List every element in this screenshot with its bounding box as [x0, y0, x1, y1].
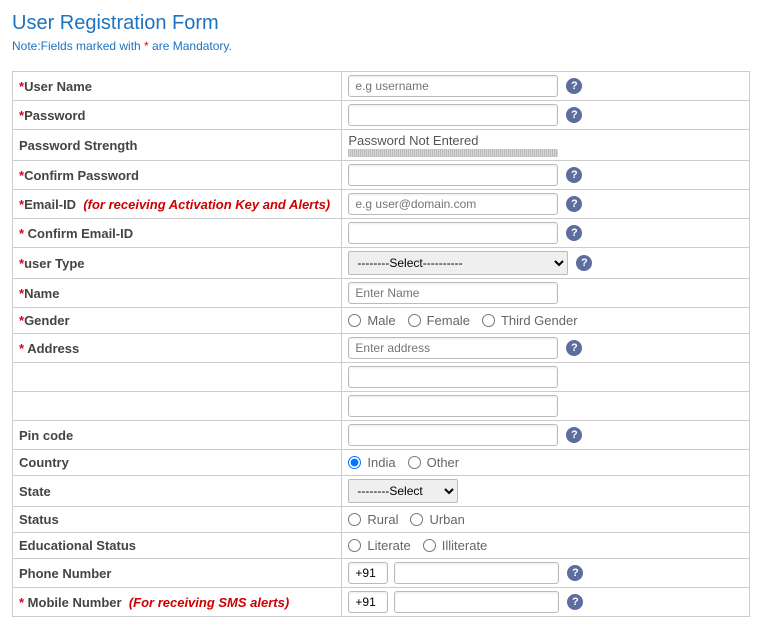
- label-gender: *Gender: [13, 308, 342, 334]
- mobile-prefix-input[interactable]: [348, 591, 388, 613]
- row-edu: Educational Status Literate Illiterate: [13, 533, 750, 559]
- row-password-strength: Password Strength Password Not Entered: [13, 130, 750, 161]
- help-icon[interactable]: ?: [576, 255, 592, 271]
- label-phone: Phone Number: [13, 559, 342, 588]
- pw-strength-bar: [348, 149, 558, 157]
- state-select[interactable]: --------Select: [348, 479, 458, 503]
- status-urban-radio[interactable]: [410, 513, 423, 526]
- edu-literate-label: Literate: [367, 538, 410, 553]
- name-input[interactable]: [348, 282, 558, 304]
- gender-male-radio[interactable]: [348, 314, 361, 327]
- row-pincode: Pin code ?: [13, 421, 750, 450]
- row-user-type: *user Type --------Select---------- ?: [13, 248, 750, 279]
- user-type-select[interactable]: --------Select----------: [348, 251, 568, 275]
- country-other-radio[interactable]: [408, 456, 421, 469]
- pincode-input[interactable]: [348, 424, 558, 446]
- edu-illiterate-radio[interactable]: [423, 539, 436, 552]
- label-pincode: Pin code: [13, 421, 342, 450]
- pw-strength-text: Password Not Entered: [348, 133, 743, 148]
- status-urban-label: Urban: [429, 512, 464, 527]
- gender-male-label: Male: [367, 313, 395, 328]
- label-confirm-email: * Confirm Email-ID: [13, 219, 342, 248]
- help-icon[interactable]: ?: [566, 340, 582, 356]
- mobile-input[interactable]: [394, 591, 559, 613]
- label-user-type: *user Type: [13, 248, 342, 279]
- address-input-1[interactable]: [348, 337, 558, 359]
- gender-female-label: Female: [427, 313, 470, 328]
- help-icon[interactable]: ?: [567, 594, 583, 610]
- label-pw-strength: Password Strength: [13, 130, 342, 161]
- row-username: *User Name ?: [13, 72, 750, 101]
- phone-input[interactable]: [394, 562, 559, 584]
- label-edu: Educational Status: [13, 533, 342, 559]
- help-icon[interactable]: ?: [566, 107, 582, 123]
- confirm-email-input[interactable]: [348, 222, 558, 244]
- row-email: *Email-ID (for receiving Activation Key …: [13, 190, 750, 219]
- country-india-label: India: [367, 455, 395, 470]
- row-name: *Name: [13, 279, 750, 308]
- label-email: *Email-ID (for receiving Activation Key …: [13, 190, 342, 219]
- email-input[interactable]: [348, 193, 558, 215]
- address-input-2[interactable]: [348, 366, 558, 388]
- row-address-3: [13, 392, 750, 421]
- password-input[interactable]: [348, 104, 558, 126]
- gender-female-radio[interactable]: [408, 314, 421, 327]
- help-icon[interactable]: ?: [566, 225, 582, 241]
- label-status: Status: [13, 507, 342, 533]
- address-input-3[interactable]: [348, 395, 558, 417]
- help-icon[interactable]: ?: [567, 565, 583, 581]
- country-india-radio[interactable]: [348, 456, 361, 469]
- row-confirm-email: * Confirm Email-ID ?: [13, 219, 750, 248]
- row-password: *Password ?: [13, 101, 750, 130]
- row-address-2: [13, 363, 750, 392]
- row-address: * Address ?: [13, 334, 750, 363]
- phone-prefix-input[interactable]: [348, 562, 388, 584]
- gender-third-label: Third Gender: [501, 313, 578, 328]
- row-gender: *Gender Male Female Third Gender: [13, 308, 750, 334]
- label-country: Country: [13, 450, 342, 476]
- country-other-label: Other: [427, 455, 460, 470]
- row-confirm-password: *Confirm Password ?: [13, 161, 750, 190]
- status-rural-radio[interactable]: [348, 513, 361, 526]
- page-title: User Registration Form: [12, 12, 756, 35]
- edu-illiterate-label: Illiterate: [442, 538, 488, 553]
- row-status: Status Rural Urban: [13, 507, 750, 533]
- mandatory-note: Note:Fields marked with * are Mandatory.: [12, 39, 756, 53]
- confirm-password-input[interactable]: [348, 164, 558, 186]
- label-username: *User Name: [13, 72, 342, 101]
- row-state: State --------Select: [13, 476, 750, 507]
- row-country: Country India Other: [13, 450, 750, 476]
- username-input[interactable]: [348, 75, 558, 97]
- label-state: State: [13, 476, 342, 507]
- label-mobile: * Mobile Number (For receiving SMS alert…: [13, 588, 342, 617]
- row-mobile: * Mobile Number (For receiving SMS alert…: [13, 588, 750, 617]
- label-confirm-password: *Confirm Password: [13, 161, 342, 190]
- help-icon[interactable]: ?: [566, 427, 582, 443]
- edu-literate-radio[interactable]: [348, 539, 361, 552]
- label-password: *Password: [13, 101, 342, 130]
- help-icon[interactable]: ?: [566, 167, 582, 183]
- status-rural-label: Rural: [367, 512, 398, 527]
- help-icon[interactable]: ?: [566, 78, 582, 94]
- row-phone: Phone Number ?: [13, 559, 750, 588]
- registration-form: *User Name ? *Password ? Password Streng…: [12, 71, 750, 617]
- gender-third-radio[interactable]: [482, 314, 495, 327]
- label-name: *Name: [13, 279, 342, 308]
- help-icon[interactable]: ?: [566, 196, 582, 212]
- label-address: * Address: [13, 334, 342, 363]
